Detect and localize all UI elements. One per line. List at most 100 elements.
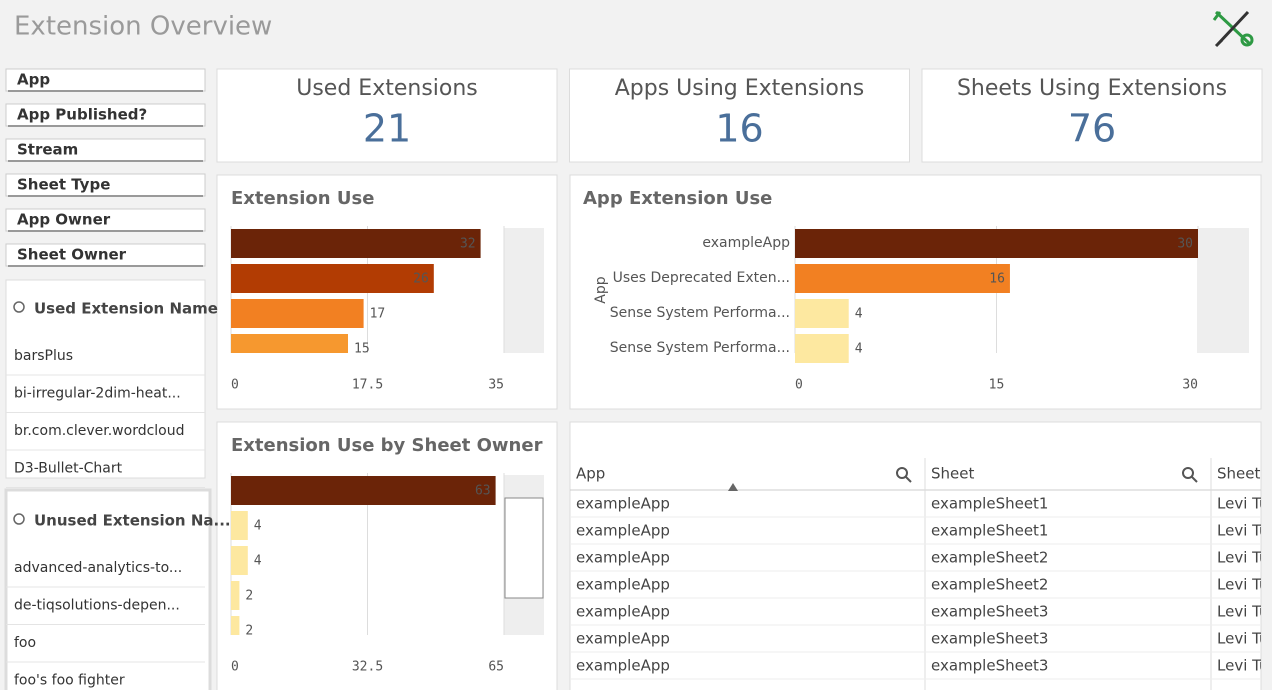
value-label: 63 <box>475 484 491 499</box>
cell: Levi Tu <box>1217 630 1269 648</box>
cell: exampleSheet2 <box>931 549 1048 567</box>
list-item[interactable]: foo's foo fighter <box>14 673 125 689</box>
cell: Levi Tu <box>1217 495 1269 513</box>
value-label: 32 <box>460 237 476 252</box>
kpi-panel <box>569 68 910 163</box>
category-label: exampleApp <box>702 235 790 251</box>
kpi-value: 21 <box>363 107 411 151</box>
chart-title: Extension Use by Sheet Owner <box>231 435 543 456</box>
table-panel <box>569 421 1262 690</box>
kpi-panel <box>921 68 1263 163</box>
cell: exampleSheet1 <box>931 495 1048 513</box>
kpi-value: 16 <box>715 107 763 151</box>
cell: exampleApp <box>576 522 670 540</box>
plot-area: App Sheet Sheet exampleApp exampleSheet1 Levi… <box>570 465 1269 680</box>
filter-label: Stream <box>17 141 78 159</box>
plot-area: 30 16 4 4 <box>794 226 1199 363</box>
x-tick-label: 65 <box>488 660 504 675</box>
cell: exampleApp <box>576 576 670 594</box>
minimap <box>1199 228 1249 353</box>
list-title: Unused Extension Na... <box>34 512 231 530</box>
value-label: 2 <box>245 589 253 604</box>
chart-title: App Extension Use <box>583 188 772 209</box>
filter-label: App Published? <box>17 106 147 124</box>
minimap-viewport <box>504 497 544 599</box>
x-tick-label: 32.5 <box>352 660 383 675</box>
bar[interactable] <box>231 264 434 293</box>
bar[interactable] <box>231 511 248 540</box>
category-label: Uses Deprecated Exten... <box>613 270 790 286</box>
cell: exampleSheet3 <box>931 630 1048 648</box>
column-header[interactable]: Sheet <box>1217 465 1260 483</box>
x-tick-label: 30 <box>1182 378 1198 393</box>
list-title: Used Extension Name <box>34 300 218 318</box>
bar[interactable] <box>231 299 364 328</box>
list-item[interactable]: D3-Bullet-Chart <box>14 461 123 477</box>
axis-label: App <box>593 276 609 303</box>
page-title: Extension Overview <box>14 12 272 42</box>
cell: Levi Tu <box>1217 657 1269 675</box>
bar[interactable] <box>795 299 849 328</box>
search-icon[interactable] <box>896 467 912 483</box>
x-tick-label: 35 <box>488 378 504 393</box>
bar[interactable] <box>795 334 849 363</box>
x-tick-label: 17.5 <box>352 378 383 393</box>
list-item[interactable]: barsPlus <box>14 348 73 364</box>
kpi-label: Used Extensions <box>296 76 478 101</box>
bar[interactable] <box>231 334 348 363</box>
search-icon <box>13 513 25 525</box>
category-label: Sense System Performa... <box>610 305 790 321</box>
column-header[interactable]: App <box>576 465 605 483</box>
chart-title: Extension Use <box>231 188 374 209</box>
category-label: Sense System Performa... <box>610 340 790 356</box>
minimap <box>504 228 544 353</box>
cell: exampleApp <box>576 630 670 648</box>
bar[interactable] <box>795 229 1198 258</box>
plot-area: 32 26 17 15 <box>230 226 505 363</box>
cell: exampleApp <box>576 549 670 567</box>
x-tick-label: 15 <box>989 378 1005 393</box>
filter-label: App <box>17 71 50 89</box>
list-item[interactable]: de-tiqsolutions-depen... <box>14 598 180 614</box>
sheet-owner-panel <box>216 421 558 690</box>
bar[interactable] <box>231 581 240 610</box>
cell: exampleSheet1 <box>931 522 1048 540</box>
search-icon <box>13 301 25 313</box>
sort-indicator[interactable] <box>728 483 738 491</box>
cell: exampleApp <box>576 603 670 621</box>
used-list-panel <box>5 279 206 479</box>
list-item[interactable]: br.com.clever.wordcloud <box>14 423 185 439</box>
list-item[interactable]: advanced-analytics-to... <box>14 560 182 576</box>
filter-label: App Owner <box>17 211 111 229</box>
list-item[interactable]: bi-irregular-2dim-heat... <box>14 386 181 402</box>
column-header[interactable]: Sheet <box>931 465 974 483</box>
cell: exampleSheet2 <box>931 576 1048 594</box>
value-label: 26 <box>413 272 429 287</box>
bar[interactable] <box>795 264 1010 293</box>
tools-icon[interactable] <box>1212 10 1254 48</box>
cell: exampleApp <box>576 495 670 513</box>
x-tick-label: 0 <box>795 378 803 393</box>
filter-label: Sheet Type <box>17 176 110 194</box>
kpi-label: Apps Using Extensions <box>615 76 864 101</box>
bar[interactable] <box>231 229 481 258</box>
value-label: 4 <box>254 554 262 569</box>
list-item[interactable]: foo <box>14 635 36 651</box>
value-label: 30 <box>1177 237 1193 252</box>
x-tick-label: 0 <box>231 378 239 393</box>
search-icon[interactable] <box>1182 467 1198 483</box>
value-label: 17 <box>370 307 386 322</box>
kpi-panel <box>216 68 558 163</box>
cell: Levi Tu <box>1217 576 1269 594</box>
cell: exampleApp <box>576 657 670 675</box>
bar[interactable] <box>231 476 496 505</box>
cell: Levi Tu <box>1217 603 1269 621</box>
cell: Levi Tu <box>1217 549 1269 567</box>
kpi-value: 76 <box>1068 107 1116 151</box>
cell: exampleSheet3 <box>931 657 1048 675</box>
plot-area: 63 4 4 2 2 <box>230 473 505 645</box>
bar[interactable] <box>231 546 248 575</box>
filter-label: Sheet Owner <box>17 246 127 264</box>
bar[interactable] <box>231 616 240 645</box>
